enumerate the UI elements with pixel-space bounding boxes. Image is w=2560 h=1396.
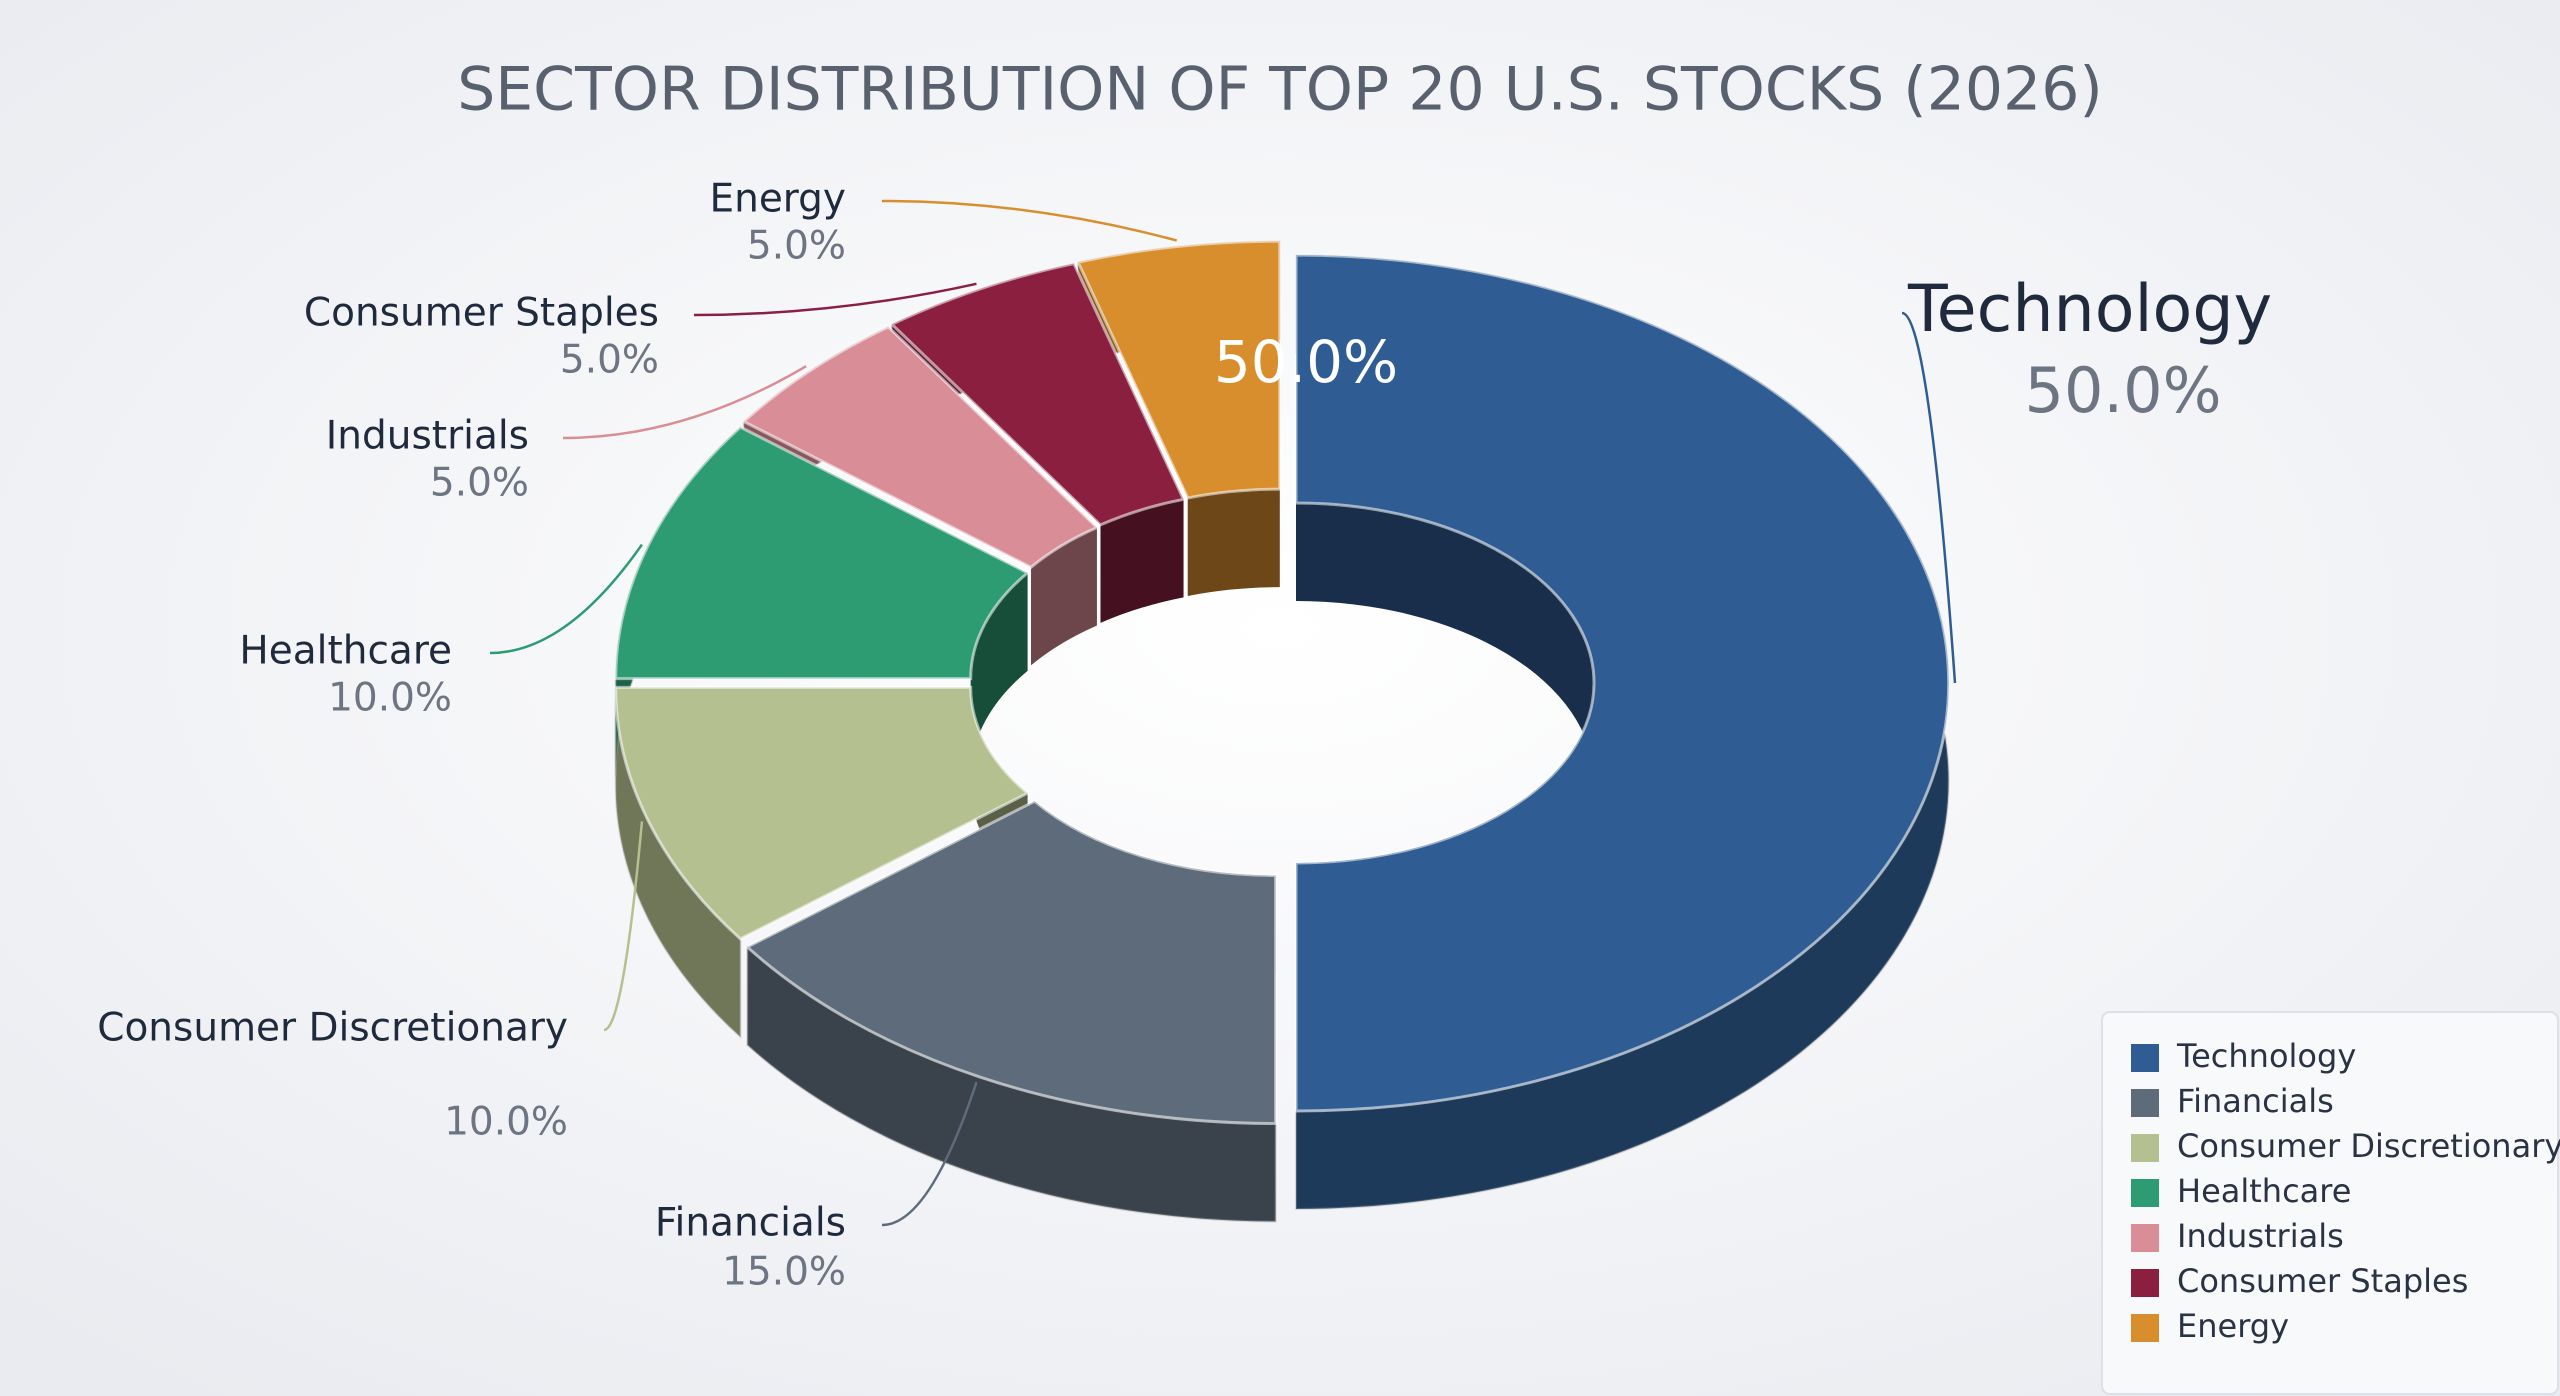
slice-tops — [614, 239, 1951, 1125]
leader-line — [489, 543, 643, 655]
slice-value-label: 50.0% — [2025, 354, 2222, 427]
legend-label: Technology — [2176, 1037, 2356, 1075]
slice — [1075, 239, 1282, 500]
slice-value-label: 10.0% — [444, 1100, 568, 1145]
legend-label: Energy — [2177, 1307, 2289, 1345]
legend: Technology Financials Consumer Discretiona… — [2131, 1037, 2560, 1345]
slice-label: Energy — [709, 177, 846, 222]
leader-line — [603, 821, 644, 1032]
slice-label: Industrials — [326, 414, 529, 459]
legend-label: Consumer Discretionary — [2177, 1127, 2560, 1165]
legend-label: Financials — [2177, 1082, 2334, 1120]
leader-line — [693, 282, 977, 317]
slice-label: Consumer Staples — [304, 291, 659, 336]
slice-value-label: 5.0% — [747, 224, 846, 269]
slice-value-label: 15.0% — [722, 1250, 846, 1295]
slice-value-label: 5.0% — [430, 461, 529, 506]
slice — [741, 325, 1100, 570]
legend-label: Industrials — [2177, 1217, 2344, 1255]
slice — [744, 799, 1278, 1125]
legend-swatch — [2131, 1134, 2159, 1162]
legend-swatch — [2131, 1089, 2159, 1117]
slice — [889, 261, 1186, 527]
slice-inner-wall — [1031, 527, 1097, 666]
slice — [614, 425, 1031, 681]
slice-label: Technology — [1907, 272, 2272, 347]
leader-line — [1901, 311, 1957, 684]
legend-box — [2101, 1011, 2559, 1395]
legend-label: Consumer Staples — [2177, 1262, 2468, 1300]
leader-line — [562, 365, 807, 440]
legend-swatch — [2131, 1314, 2159, 1342]
slice-label: Consumer Discretionary — [97, 1006, 568, 1051]
legend-swatch — [2131, 1224, 2159, 1252]
legend-swatch — [2131, 1044, 2159, 1072]
slice-inner-label: 50.0% — [1214, 328, 1398, 396]
chart-title: SECTOR DISTRIBUTION OF TOP 20 U.S. STOCK… — [457, 55, 2103, 125]
slice-inner-wall — [1187, 489, 1280, 596]
slice-label: Financials — [655, 1201, 846, 1246]
leader-line — [881, 199, 1178, 242]
slice-value-label: 5.0% — [560, 338, 659, 383]
slice — [1294, 253, 1951, 1113]
labels: Technology50.0%50.0%Financials15.0%Consu… — [97, 177, 2272, 1295]
slice — [614, 685, 1031, 941]
slice-inner-wall — [1100, 499, 1184, 623]
leader-line — [881, 1081, 978, 1227]
legend-swatch — [2131, 1179, 2159, 1207]
slice-label: Healthcare — [239, 629, 452, 674]
legend-swatch — [2131, 1269, 2159, 1297]
legend-label: Healthcare — [2177, 1172, 2351, 1210]
slice-value-label: 10.0% — [328, 676, 452, 721]
